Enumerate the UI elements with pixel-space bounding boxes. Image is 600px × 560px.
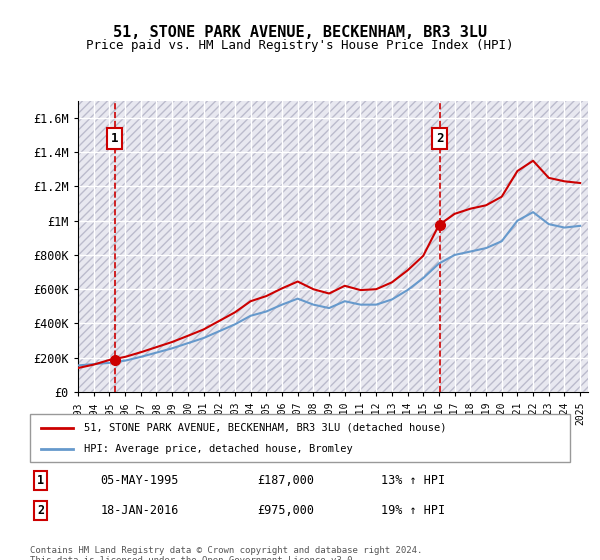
- Text: 51, STONE PARK AVENUE, BECKENHAM, BR3 3LU (detached house): 51, STONE PARK AVENUE, BECKENHAM, BR3 3L…: [84, 423, 446, 433]
- Text: Contains HM Land Registry data © Crown copyright and database right 2024.
This d: Contains HM Land Registry data © Crown c…: [30, 546, 422, 560]
- Text: 51, STONE PARK AVENUE, BECKENHAM, BR3 3LU: 51, STONE PARK AVENUE, BECKENHAM, BR3 3L…: [113, 25, 487, 40]
- Text: 2: 2: [37, 504, 44, 517]
- Text: 13% ↑ HPI: 13% ↑ HPI: [381, 474, 445, 487]
- Text: £187,000: £187,000: [257, 474, 314, 487]
- Text: 1: 1: [37, 474, 44, 487]
- Text: 2: 2: [436, 132, 443, 145]
- Text: HPI: Average price, detached house, Bromley: HPI: Average price, detached house, Brom…: [84, 444, 353, 454]
- Text: £975,000: £975,000: [257, 504, 314, 517]
- Text: 05-MAY-1995: 05-MAY-1995: [100, 474, 179, 487]
- Text: 18-JAN-2016: 18-JAN-2016: [100, 504, 179, 517]
- Text: 1: 1: [111, 132, 119, 145]
- Text: Price paid vs. HM Land Registry's House Price Index (HPI): Price paid vs. HM Land Registry's House …: [86, 39, 514, 52]
- Text: 19% ↑ HPI: 19% ↑ HPI: [381, 504, 445, 517]
- FancyBboxPatch shape: [30, 414, 570, 462]
